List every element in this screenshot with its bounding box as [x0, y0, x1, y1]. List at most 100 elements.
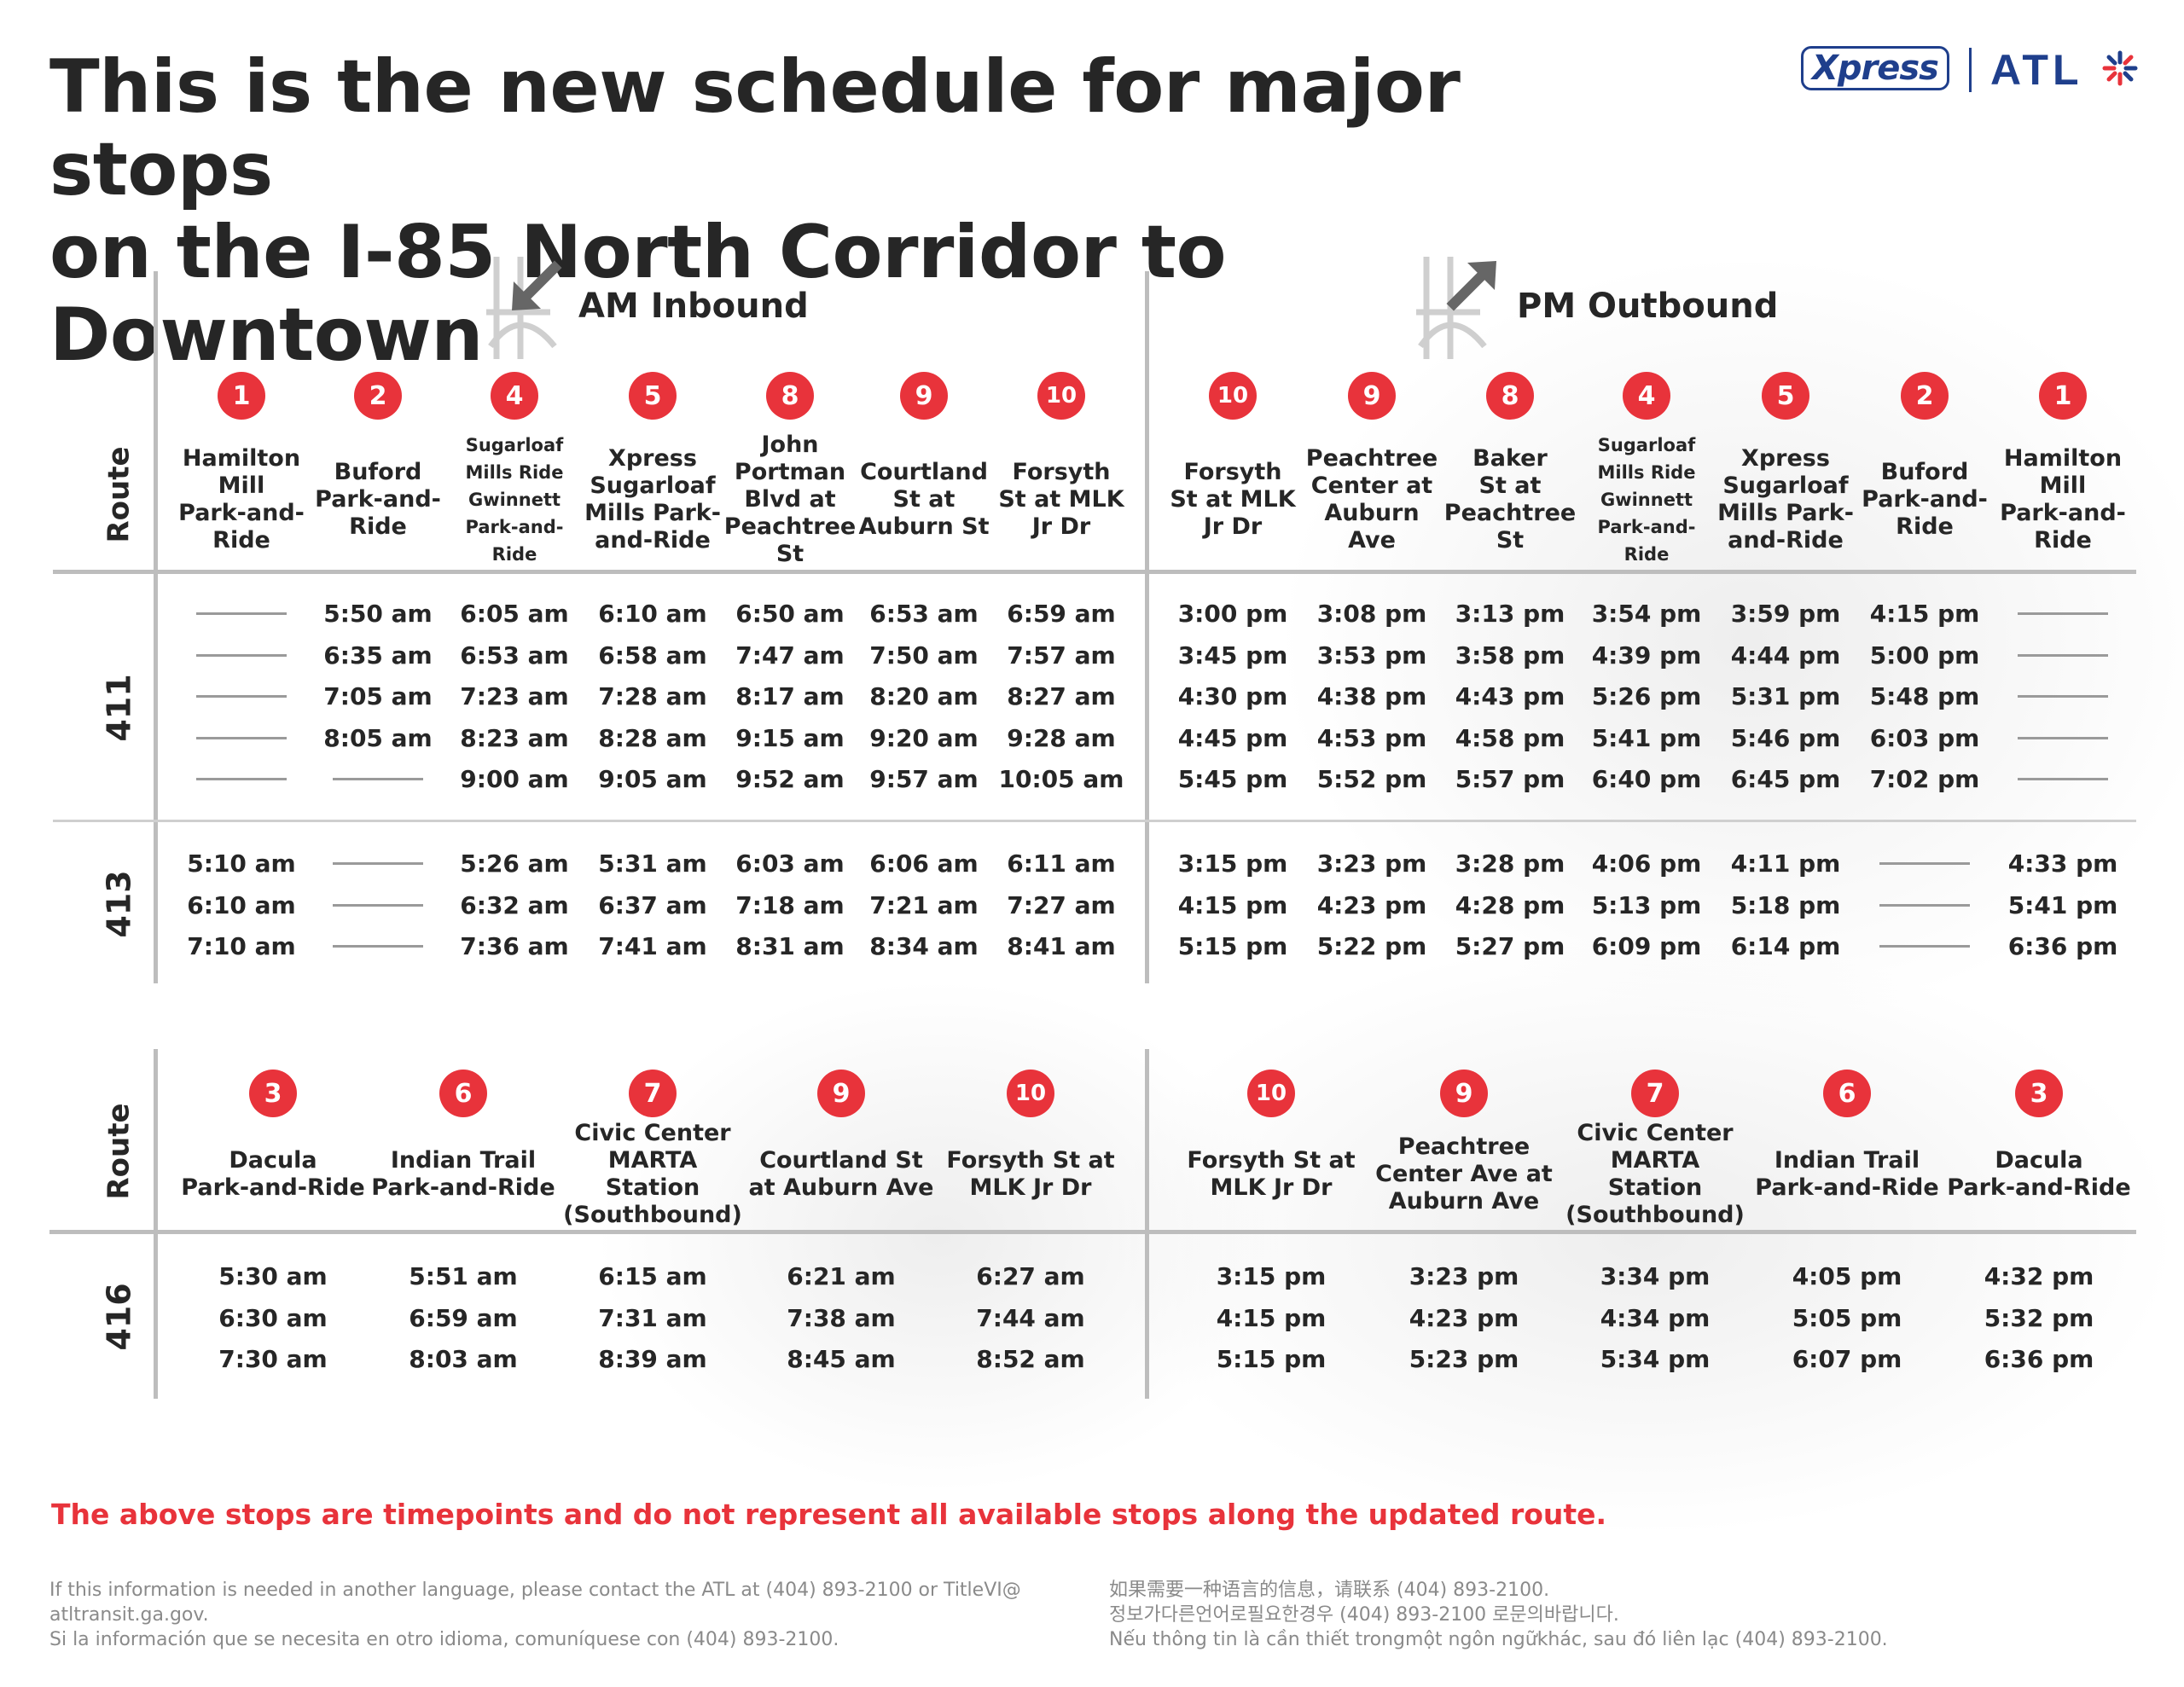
stop-name-line: St at: [1478, 472, 1542, 499]
departure-time: 7:31 am: [598, 1303, 707, 1332]
stop-number-badge: 5: [1762, 372, 1809, 420]
no-service-dash: [196, 653, 287, 657]
departure-time: 4:33 pm: [2007, 849, 2118, 878]
stop-name-line: Buford: [1880, 459, 1969, 485]
stop-name: Courtland St at Auburn St: [859, 432, 990, 568]
background-shape-left: [597, 981, 1280, 1493]
departure-time: 9:52 am: [735, 765, 845, 793]
departure-time: 6:59 am: [409, 1303, 518, 1332]
stop-name-line: Center at: [1310, 472, 1433, 499]
no-service-dash: [196, 736, 287, 739]
departure-time: 5:18 pm: [1730, 890, 1841, 919]
route-416-label: 416: [94, 1232, 145, 1402]
departure-time: 4:43 pm: [1455, 682, 1565, 710]
departure-time: 9:28 am: [1007, 723, 1116, 752]
stop-number-badge: 1: [2039, 372, 2087, 420]
departure-time: 8:05 am: [323, 723, 433, 752]
stop-name-line: Mills Ride: [465, 462, 564, 483]
stop-name: Civic Center MARTA Station (Southbound): [559, 1120, 746, 1228]
departure-time: 6:40 pm: [1591, 765, 1702, 793]
departure-time: 7:47 am: [735, 641, 845, 670]
route-column-divider-bottom: [154, 1049, 158, 1399]
stop-name-line: Park-and-: [2000, 500, 2126, 526]
no-service-dash: [2018, 653, 2108, 657]
departure-time: 6:14 pm: [1730, 932, 1841, 960]
departure-time: 6:11 am: [1007, 849, 1116, 878]
no-service-dash: [333, 778, 423, 780]
stop-name-text: Sugarloaf Mills Ride Gwinnett Park-and-Ride: [446, 432, 583, 568]
stop-name-line: Peachtree: [1443, 500, 1577, 526]
departure-time: 8:03 am: [409, 1345, 518, 1373]
no-service-dash: [2018, 778, 2108, 780]
stop-name-line: Mill: [218, 472, 265, 499]
am-stop-2: 2 Buford Park-and- Ride: [310, 372, 446, 568]
stop-number-badge: 9: [817, 1070, 865, 1117]
departure-time: 6:53 am: [869, 600, 979, 628]
stop-name-text: Forsyth St at MLK Jr Dr: [1187, 1147, 1355, 1202]
stop-name-line: Auburn Ave: [1388, 1188, 1540, 1215]
departure-time: 4:15 pm: [1216, 1303, 1327, 1332]
stop-number-badge: 7: [1631, 1070, 1679, 1117]
pm416-stop-9: 9 Peachtree Center Ave at Auburn Ave: [1370, 1070, 1558, 1221]
stop-name-line: Buford: [334, 459, 422, 485]
departure-time: 7:30 am: [218, 1345, 328, 1373]
am-stop-1: 1 Hamilton Mill Park-and- Ride: [173, 372, 310, 568]
departure-time: 6:21 am: [787, 1262, 896, 1290]
departure-time: 3:00 pm: [1177, 600, 1288, 628]
departure-time: 3:54 pm: [1591, 600, 1702, 628]
footer-line: Si la información que se necesita en otr…: [49, 1629, 839, 1650]
stop-name: Forsyth St at MLK Jr Dr: [946, 1128, 1114, 1221]
am-stop-10: 10 Forsyth St at MLK Jr Dr: [993, 372, 1130, 568]
stop-name-line: Ride: [212, 527, 270, 554]
departure-time: 9:15 am: [735, 723, 845, 752]
departure-time: 5:27 pm: [1455, 932, 1565, 960]
departure-time: 4:44 pm: [1730, 641, 1841, 670]
stop-name: Hamilton Mill Park-and- Ride: [2000, 432, 2126, 568]
stop-number-badge: 9: [900, 372, 948, 420]
stop-name-text: Forsyth St at MLK Jr Dr: [1170, 459, 1295, 541]
stop-name-text: Peachtree Center at Auburn Ave: [1306, 445, 1438, 554]
stop-name-line: Ride: [349, 513, 407, 540]
stop-name-line: Hamilton: [182, 445, 301, 472]
departure-time: 5:00 pm: [1869, 641, 1980, 670]
pm-stop-5: 5 Xpress Sugarloaf Mills Park-and-Ride: [1717, 372, 1854, 568]
departure-time: 3:34 pm: [1600, 1262, 1711, 1290]
language-footer-right: 如果需要一种语言的信息，请联系 (404) 893-2100. 정보가다른언어로…: [1109, 1578, 2167, 1652]
departure-time: 8:45 am: [787, 1345, 896, 1373]
stop-name-line: St at MLK: [998, 486, 1124, 513]
departure-time: 5:10 am: [187, 849, 296, 878]
departure-time: 5:23 pm: [1409, 1345, 1519, 1373]
departure-time: 5:05 pm: [1792, 1303, 1902, 1332]
stop-name-line: Auburn St: [858, 513, 990, 540]
footer-line: 정보가다른언어로필요한경우 (404) 893-2100 로문의바랍니다.: [1109, 1604, 1619, 1626]
stop-number-badge: 10: [1037, 372, 1085, 420]
stop-name-text: Indian Trail Park-and-Ride: [371, 1147, 555, 1202]
departure-time: 6:06 am: [869, 849, 979, 878]
xpress-logo: Xpress: [1801, 46, 1949, 90]
stop-name: Forsyth St at MLK Jr Dr: [1187, 1128, 1355, 1221]
departure-time: 10:05 am: [998, 765, 1124, 793]
stop-name-line: St at: [892, 486, 956, 513]
stop-name-line: Center Ave at: [1375, 1161, 1553, 1187]
stop-name-text: Forsyth St at MLK Jr Dr: [946, 1147, 1114, 1202]
no-service-dash: [2018, 612, 2108, 615]
departure-time: 5:50 am: [323, 600, 433, 628]
stop-name-line: Park-and-: [178, 500, 305, 526]
stop-name: Baker St at Peachtree St: [1444, 432, 1576, 568]
departure-time: 4:23 pm: [1409, 1303, 1519, 1332]
no-service-dash: [1879, 862, 1970, 865]
departure-time: 5:31 pm: [1730, 682, 1841, 710]
departure-time: 7:57 am: [1007, 641, 1116, 670]
departure-time: 8:17 am: [735, 682, 845, 710]
departure-time: 4:53 pm: [1316, 723, 1427, 752]
stop-number-badge: 4: [1623, 372, 1670, 420]
stop-name-line: Park-and-Ride: [465, 517, 564, 565]
stop-name-line: Forsyth St at: [946, 1147, 1115, 1174]
pm-outbound-label: PM Outbound: [1517, 286, 1779, 326]
departure-time: 5:48 pm: [1869, 682, 1980, 710]
title-line-1: This is the new schedule for major stops: [49, 44, 1461, 212]
stop-name: Sugarloaf Mills Ride Gwinnett Park-and-Ride: [1578, 432, 1715, 568]
departure-time: 4:05 pm: [1792, 1262, 1902, 1290]
stop-name-line: Blvd at: [744, 486, 836, 513]
no-service-dash: [196, 612, 287, 615]
